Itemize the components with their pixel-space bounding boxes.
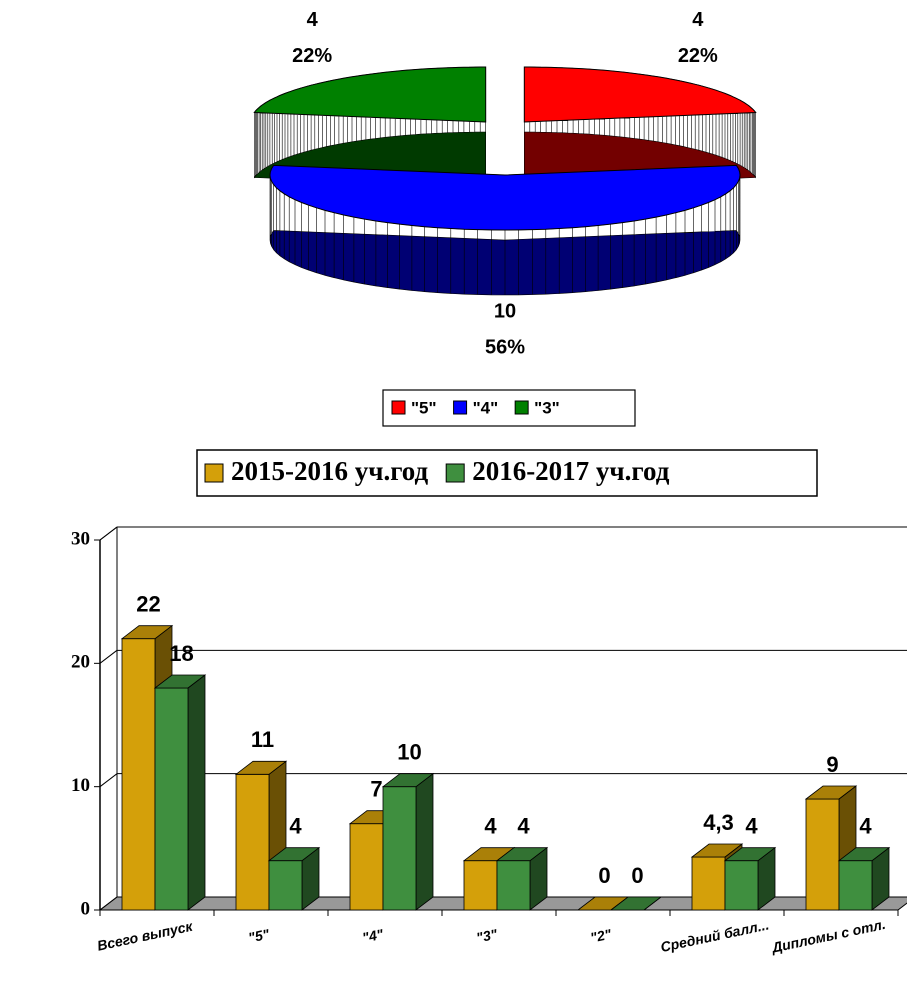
legend-label: "5" (411, 398, 437, 417)
bar (121, 638, 156, 911)
legend-swatch (204, 463, 224, 483)
legend-swatch (391, 400, 406, 415)
bar-top (690, 843, 744, 858)
bar (691, 856, 726, 911)
grid-line (99, 526, 118, 541)
data-label: 4 (517, 813, 530, 838)
bar-top (837, 847, 891, 862)
bar-top (609, 896, 663, 911)
data-label: 4 (692, 9, 704, 31)
pie-slice (269, 164, 741, 231)
grid-line (99, 896, 118, 911)
data-label: 10 (397, 739, 421, 764)
bar (382, 786, 417, 911)
bar-top (723, 847, 777, 862)
data-label: 4 (289, 813, 302, 838)
legend-swatch (514, 400, 529, 415)
legend-label: 2016-2017 уч.год (472, 456, 670, 486)
bar-top (267, 847, 321, 862)
data-label: 11 (251, 727, 274, 752)
grid-line (99, 649, 118, 664)
data-label: 4 (745, 813, 758, 838)
percent-label: 22% (292, 45, 332, 67)
data-label: 4,3 (703, 810, 734, 835)
bar (349, 823, 384, 911)
y-tick-label: 20 (71, 652, 90, 673)
x-tick-label: "2" (589, 926, 613, 946)
percent-label: 56% (485, 336, 525, 358)
bar (724, 860, 759, 911)
legend-box (196, 449, 818, 497)
data-label: 0 (631, 863, 643, 888)
x-tick-label: "3" (475, 926, 499, 946)
data-label: 7 (370, 776, 382, 801)
data-label: 18 (169, 641, 193, 666)
x-tick-label: "5" (247, 926, 271, 946)
pie-slice (523, 66, 757, 123)
bar-top (120, 625, 174, 640)
legend-label: "4" (473, 398, 499, 417)
bar-top (495, 847, 549, 862)
data-label: 4 (859, 813, 872, 838)
bar-top (234, 760, 288, 775)
bar (838, 860, 873, 911)
x-tick-label: Всего выпуск (96, 918, 195, 954)
bar (154, 687, 189, 911)
y-tick-label: 10 (71, 775, 90, 796)
data-label: 22 (136, 591, 160, 616)
bar (805, 798, 840, 911)
bar-side (187, 674, 206, 911)
legend-swatch (453, 400, 468, 415)
x-tick-label: "4" (361, 926, 385, 946)
percent-label: 22% (678, 45, 718, 67)
y-tick-label: 30 (71, 528, 90, 549)
bar (463, 860, 498, 911)
legend-label: 2015-2016 уч.год (231, 456, 429, 486)
bar (235, 773, 270, 911)
bar-top (153, 674, 207, 689)
legend-box (382, 389, 636, 427)
bar (496, 860, 531, 911)
data-label: 10 (494, 300, 516, 322)
grid-line (99, 773, 118, 788)
x-tick-label: Дипломы с отл. (770, 916, 887, 956)
legend-label: "3" (534, 398, 560, 417)
data-label: 0 (598, 863, 610, 888)
bar-top (381, 773, 435, 788)
data-label: 9 (826, 752, 838, 777)
x-tick-label: Средний балл... (659, 916, 770, 955)
bar-side (415, 772, 434, 911)
y-tick-label: 0 (81, 898, 91, 919)
data-label: 4 (484, 813, 497, 838)
bar-top (804, 785, 858, 800)
data-label: 4 (307, 9, 319, 31)
legend-swatch (445, 463, 465, 483)
bar (268, 860, 303, 911)
pie-slice (253, 66, 487, 123)
